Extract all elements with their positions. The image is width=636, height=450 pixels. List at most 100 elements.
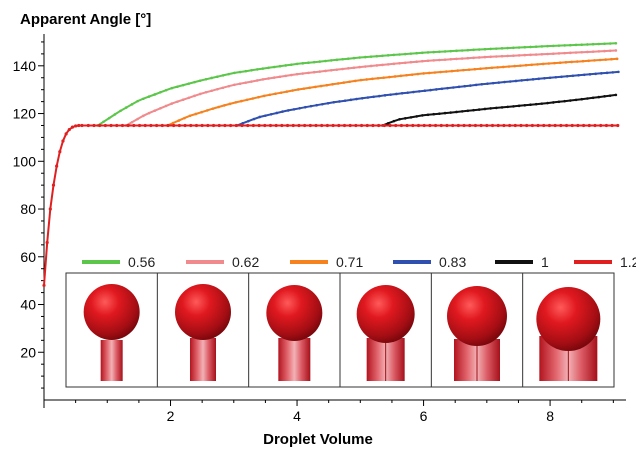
series-point [223, 123, 227, 128]
series-point [252, 117, 256, 121]
series-point [269, 112, 273, 116]
series-point [381, 54, 384, 58]
series-point [240, 123, 244, 128]
series-point [608, 49, 612, 53]
series-point [279, 91, 283, 94]
series-point [211, 107, 215, 110]
series-point [460, 110, 464, 113]
series-point [563, 51, 566, 55]
series-point [525, 123, 529, 128]
series-point [297, 123, 301, 128]
series-point [409, 116, 413, 119]
series-point [495, 47, 498, 50]
series-point [512, 46, 515, 50]
series-point [503, 80, 506, 84]
series-point [565, 74, 569, 78]
series-point [433, 123, 438, 128]
series-point [500, 54, 504, 58]
series-point [586, 43, 589, 46]
series-point [67, 127, 71, 132]
series-point [153, 93, 157, 96]
series-point [559, 123, 563, 128]
series-point [608, 42, 612, 45]
series-0-56 [96, 41, 618, 127]
series-point [130, 103, 134, 106]
series-point [326, 101, 330, 105]
series-point [489, 55, 492, 59]
series-point [149, 123, 153, 128]
series-point [547, 62, 551, 65]
series-point [375, 54, 379, 58]
series-point [268, 123, 273, 128]
series-point [529, 103, 532, 107]
series-point [336, 82, 340, 85]
series-point [604, 58, 608, 61]
series-point [272, 65, 276, 69]
series-point [181, 83, 185, 87]
series-point [74, 124, 78, 128]
series-point [508, 80, 512, 83]
series-point [399, 123, 404, 128]
series-point [312, 70, 316, 74]
series-point [462, 123, 466, 128]
series-point [338, 100, 341, 103]
series-point [466, 56, 470, 60]
series-point [258, 115, 262, 119]
series-point [198, 79, 202, 82]
series-point [343, 99, 347, 102]
series-point [403, 52, 407, 56]
series-point [272, 76, 276, 79]
series-point [456, 69, 460, 72]
series-point [187, 82, 191, 85]
series-point [477, 56, 481, 59]
series-point [574, 43, 578, 47]
series-point [398, 62, 401, 65]
series-point [164, 104, 168, 108]
series-point [160, 123, 164, 128]
series-point [417, 90, 421, 93]
series-point [443, 58, 447, 61]
series-point [164, 88, 168, 92]
series-point [416, 72, 420, 76]
series-point [427, 71, 431, 75]
series-point [517, 54, 521, 57]
series-point [546, 44, 549, 48]
series-point [291, 123, 295, 128]
series-point [536, 123, 540, 128]
series-point [580, 97, 584, 101]
inset-panels [65, 272, 615, 388]
series-point [537, 77, 540, 81]
series-point [570, 123, 574, 128]
series-point [472, 56, 475, 60]
series-point [551, 52, 555, 56]
legend-entry-0-62: 0.62 [186, 254, 259, 270]
series-point [409, 52, 413, 55]
series-point [308, 123, 312, 128]
series-point [455, 57, 458, 61]
series-point [392, 62, 396, 66]
series-point [303, 105, 307, 109]
series-point [449, 111, 453, 114]
series-point [211, 123, 216, 128]
series-point [570, 60, 573, 64]
series-point [536, 63, 539, 66]
series-point [285, 123, 290, 128]
series-point [331, 83, 334, 86]
series-point [302, 87, 306, 90]
series-point [564, 61, 568, 64]
series-point [433, 71, 437, 74]
series-point [553, 61, 556, 65]
series-point [597, 42, 601, 46]
series-point [352, 56, 356, 60]
series-point [553, 123, 557, 128]
series-point [580, 43, 584, 46]
series-point [383, 94, 387, 97]
series-point [217, 105, 220, 109]
series-point [588, 73, 592, 76]
series-point [267, 66, 270, 70]
series-point [577, 74, 580, 77]
series-point [143, 123, 147, 128]
series-point [364, 65, 367, 68]
series-point [303, 123, 307, 128]
series-point [147, 95, 151, 98]
